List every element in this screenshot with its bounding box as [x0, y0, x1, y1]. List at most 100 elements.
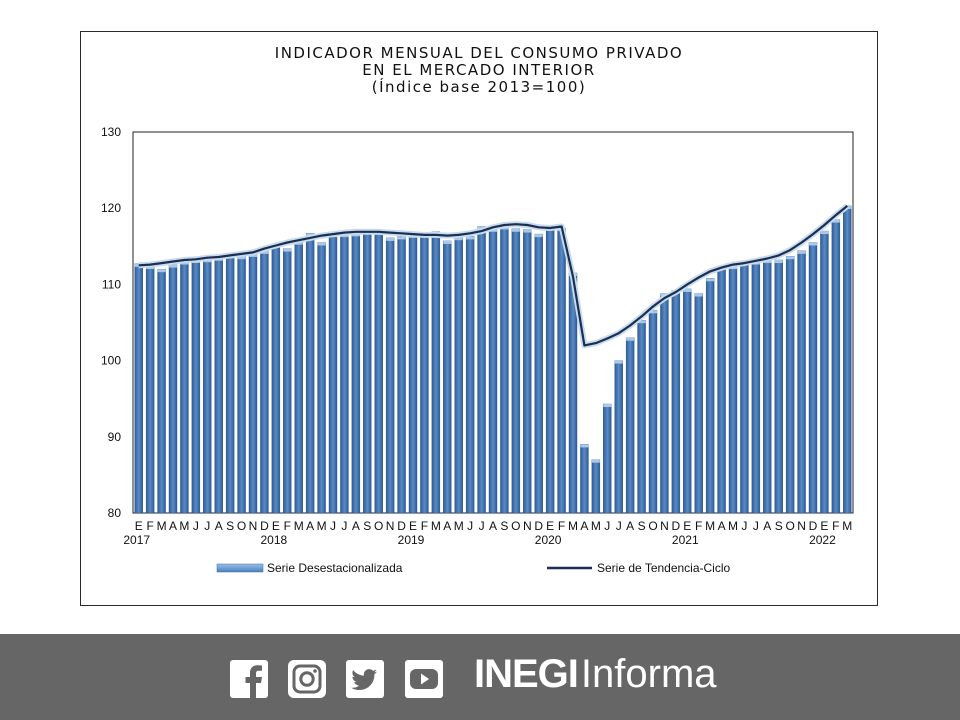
x-tick-month: S [500, 519, 508, 533]
x-tick-month: D [260, 519, 269, 533]
bar [820, 230, 829, 514]
y-tick-label: 90 [108, 430, 122, 444]
x-tick-month: E [683, 519, 691, 533]
facebook-icon[interactable] [229, 659, 269, 699]
bar [305, 233, 315, 514]
bar-cap [283, 248, 292, 252]
bar-cap [694, 293, 703, 297]
bar-cap [454, 237, 463, 241]
x-tick-month: A [489, 519, 497, 533]
x-tick-month: F [558, 519, 565, 533]
bar-cap [774, 260, 783, 264]
x-tick-month: S [775, 519, 783, 533]
trend-line [138, 205, 848, 347]
x-tick-month: A [306, 519, 314, 533]
bar [763, 259, 772, 514]
bar [648, 310, 658, 514]
x-tick-month: N [523, 519, 532, 533]
x-tick-month: M [728, 519, 738, 533]
brand-informa: Informa [580, 652, 717, 696]
x-tick-month: J [330, 519, 336, 533]
x-tick-month: J [753, 519, 759, 533]
bar [534, 233, 543, 514]
x-tick-month: N [249, 519, 258, 533]
bar [660, 293, 669, 514]
x-tick-month: D [809, 519, 818, 533]
bar [717, 265, 726, 514]
bar [271, 243, 281, 514]
x-tick-month: J [204, 519, 210, 533]
bar-cap [797, 250, 806, 254]
bar [374, 231, 383, 514]
footer-bar: INEGIInforma [0, 634, 960, 720]
bar [317, 242, 326, 514]
bar [237, 256, 246, 514]
bar [488, 228, 498, 514]
x-tick-month: E [546, 519, 554, 533]
bar [523, 229, 532, 514]
x-tick-month: F [284, 519, 291, 533]
bar-cap [386, 237, 395, 241]
bar-cap [786, 256, 795, 260]
y-tick-label: 120 [101, 201, 121, 215]
bar [774, 259, 783, 514]
bar [614, 360, 623, 514]
bar-cap [603, 404, 612, 408]
x-tick-month: J [479, 519, 485, 533]
bar [283, 248, 292, 514]
x-tick-month: E [409, 519, 417, 533]
x-tick-month: A [215, 519, 223, 533]
bar [397, 236, 406, 514]
x-tick-month: J [616, 519, 622, 533]
x-tick-month: J [604, 519, 610, 533]
x-tick-month: M [705, 519, 715, 533]
youtube-icon[interactable] [404, 659, 444, 699]
bar-cap [614, 360, 623, 364]
bar-cap [591, 459, 600, 463]
y-tick-label: 100 [101, 354, 121, 368]
bar [705, 278, 715, 514]
bar [385, 237, 395, 514]
bar [134, 263, 143, 514]
chart-title: INDICADOR MENSUAL DEL CONSUMO PRIVADO EN… [81, 45, 877, 96]
bar [294, 241, 303, 514]
bar [545, 226, 555, 514]
bar-cap [534, 234, 543, 238]
bar [785, 256, 795, 514]
bar-cap [317, 242, 326, 246]
instagram-icon[interactable] [287, 659, 327, 699]
x-tick-month: A [169, 519, 177, 533]
x-tick-month: M [294, 519, 304, 533]
bar [557, 227, 566, 514]
bar-cap [511, 228, 520, 232]
x-tick-month: M [157, 519, 167, 533]
bar-cap [626, 337, 635, 341]
bar [363, 230, 372, 514]
bar-cap [649, 310, 657, 314]
x-tick-month: N [386, 519, 395, 533]
bar-cap [157, 269, 166, 273]
bar [625, 337, 635, 514]
bar [203, 259, 212, 514]
y-tick-label: 110 [102, 277, 121, 291]
x-tick-month: O [785, 519, 794, 533]
x-tick-month: J [741, 519, 747, 533]
bar [248, 253, 258, 514]
twitter-icon[interactable] [345, 659, 385, 699]
x-tick-month: M [591, 519, 601, 533]
bar [351, 233, 361, 514]
x-tick-month: D [397, 519, 406, 533]
bar-cap [260, 250, 269, 254]
x-tick-year: 2019 [398, 533, 425, 547]
x-tick-month: O [237, 519, 246, 533]
bar-cap [683, 288, 692, 292]
bar-cap [443, 240, 452, 244]
legend-label-line: Serie de Tendencia-Ciclo [597, 561, 731, 575]
x-tick-month: S [638, 519, 646, 533]
bar [591, 459, 601, 514]
bar [168, 264, 178, 514]
bar [740, 261, 749, 514]
x-tick-month: M [431, 519, 441, 533]
bar [145, 265, 155, 514]
inegi-informa-logo: INEGIInforma [474, 652, 717, 702]
